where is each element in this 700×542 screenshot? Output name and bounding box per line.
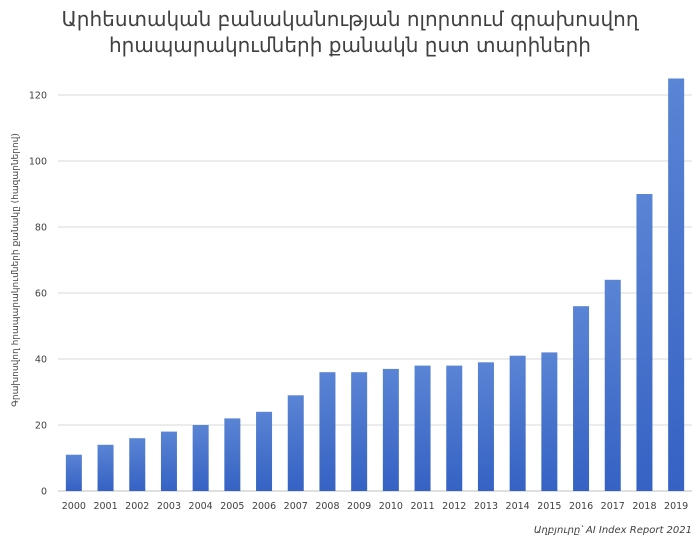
chart-title-line-1: Արհեստական բանականության ոլորտում գրախոս… xyxy=(61,7,639,31)
y-tick-label: 60 xyxy=(35,289,47,300)
bar-2011 xyxy=(414,365,431,491)
x-tick-label: 2017 xyxy=(601,501,625,512)
y-tick-label: 0 xyxy=(41,487,47,498)
bar-2003 xyxy=(160,431,177,491)
bar-2008 xyxy=(319,372,336,491)
y-tick-labels: 0 20 40 60 80 100 120 xyxy=(29,91,47,498)
y-tick-label: 120 xyxy=(29,91,47,102)
x-tick-label: 2006 xyxy=(252,501,276,512)
x-tick-label: 2009 xyxy=(347,501,371,512)
x-tick-label: 2002 xyxy=(125,501,149,512)
x-tick-label: 2008 xyxy=(315,501,339,512)
x-tick-label: 2018 xyxy=(632,501,656,512)
x-tick-label: 2014 xyxy=(506,501,530,512)
bar-2005 xyxy=(224,418,241,491)
x-tick-label: 2016 xyxy=(569,501,593,512)
bars xyxy=(65,78,685,491)
bar-2001 xyxy=(97,444,114,491)
bar-2007 xyxy=(287,395,304,491)
bar-2010 xyxy=(382,368,399,491)
bar-2000 xyxy=(65,454,82,491)
chart-title: Արհեստական բանականության ոլորտում գրախոս… xyxy=(0,6,700,58)
gridlines xyxy=(58,94,692,492)
y-tick-label: 100 xyxy=(29,157,47,168)
x-tick-label: 2000 xyxy=(62,501,86,512)
bar-2013 xyxy=(477,362,494,491)
x-tick-label: 2015 xyxy=(537,501,561,512)
bar-2019 xyxy=(668,78,685,491)
bar-2014 xyxy=(509,355,526,491)
x-tick-label: 2011 xyxy=(410,501,434,512)
x-tick-label: 2010 xyxy=(379,501,403,512)
bar-2012 xyxy=(446,365,463,491)
x-tick-label: 2019 xyxy=(664,501,688,512)
x-tick-label: 2004 xyxy=(189,501,213,512)
y-tick-label: 20 xyxy=(35,421,47,432)
x-tick-label: 2007 xyxy=(284,501,308,512)
bar-2002 xyxy=(129,438,146,491)
x-tick-label: 2005 xyxy=(220,501,244,512)
x-tick-label: 2013 xyxy=(474,501,498,512)
chart-title-line-2: հրապարակումների քանակն ըստ տարիների xyxy=(108,33,591,57)
bar-2018 xyxy=(636,194,653,491)
x-tick-labels: 2000 2001 2002 2003 2004 2005 2006 2007 2008 2009… xyxy=(62,501,688,512)
bar-2006 xyxy=(256,411,273,491)
y-tick-label: 80 xyxy=(35,223,47,234)
y-tick-label: 40 xyxy=(35,355,47,366)
bar-2009 xyxy=(351,372,368,491)
x-tick-label: 2001 xyxy=(93,501,117,512)
bar-2004 xyxy=(192,425,209,491)
x-tick-label: 2012 xyxy=(442,501,466,512)
bar-2015 xyxy=(541,352,558,491)
x-tick-label: 2003 xyxy=(157,501,181,512)
bar-2016 xyxy=(573,306,590,491)
source-note: Աղբյուրը՝ AI Index Report 2021 xyxy=(533,525,692,536)
bar-2017 xyxy=(604,279,621,491)
